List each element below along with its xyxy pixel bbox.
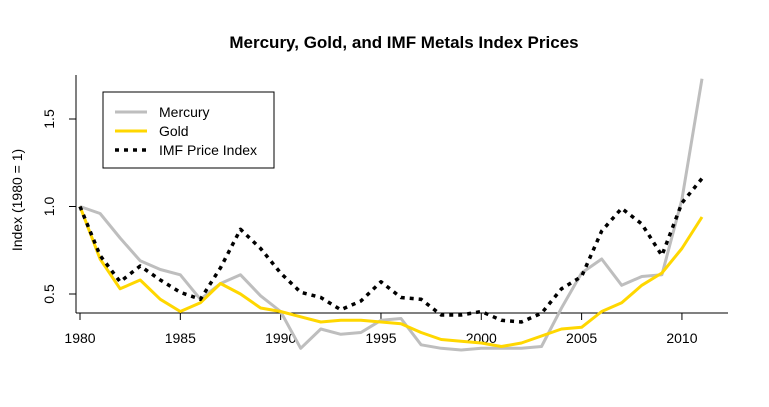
chart-title: Mercury, Gold, and IMF Metals Index Pric… (229, 33, 578, 52)
legend-label: IMF Price Index (159, 142, 257, 158)
legend-label: Gold (159, 123, 189, 139)
x-tick-label: 1990 (265, 330, 296, 346)
y-tick-label: 0.5 (41, 284, 57, 304)
y-tick-label: 1.5 (41, 109, 57, 129)
series-line-gold (78, 205, 704, 348)
y-axis-label: Index (1980 = 1) (9, 149, 25, 251)
series-line-mercury (79, 78, 704, 352)
legend-label: Mercury (159, 104, 210, 120)
x-tick-label: 1985 (165, 330, 196, 346)
legend: Mercury Gold IMF Price Index (102, 91, 275, 169)
x-tick-label: 2010 (666, 330, 697, 346)
x-tick-label: 2005 (566, 330, 597, 346)
series-line-imf-price-index (78, 177, 704, 324)
x-tick-label: 1995 (365, 330, 396, 346)
x-tick-label: 1980 (64, 330, 95, 346)
series-layer (78, 78, 704, 352)
y-tick-label: 1.0 (41, 197, 57, 217)
